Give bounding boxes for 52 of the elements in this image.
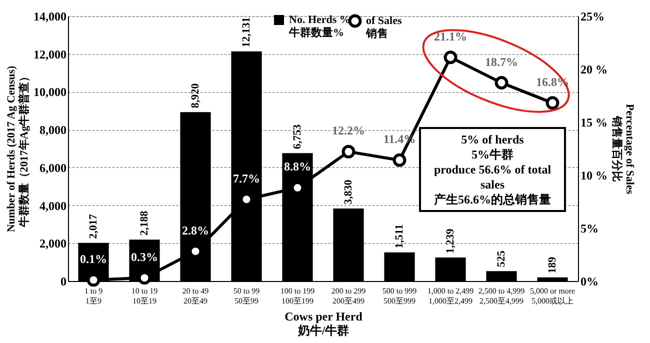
x-tick-label: 1,000 to 2,499 1,000至2,499	[427, 286, 474, 306]
y-tick-label: 12,000	[34, 47, 66, 62]
point	[342, 144, 356, 158]
y2-tick-label: 20 %	[580, 62, 608, 76]
y2-tick-label: 10 %	[580, 168, 608, 182]
data-label: 0.1%	[80, 252, 107, 266]
y2-tick-label: 5%	[580, 222, 598, 236]
x-tick-label: 200 to 299 200至499	[331, 286, 366, 306]
y-tick-label: 10,000	[34, 85, 66, 100]
data-label: 1,239	[444, 228, 456, 254]
x-axis-title: Cows per Herd 奶牛/牛群	[284, 310, 363, 338]
point	[392, 153, 406, 167]
data-label: 8.8%	[284, 160, 311, 174]
point	[546, 96, 560, 110]
data-label: 18.7%	[485, 54, 518, 69]
y-tick-label: 4,000	[40, 198, 66, 213]
data-label: 525	[496, 250, 508, 268]
legend-label: of Sales 销售	[365, 15, 402, 40]
x-tick-label: 500 to 999 500至999	[382, 286, 417, 306]
y2-tick-label: 15 %	[580, 116, 608, 130]
y-tick-label: 14,000	[34, 10, 66, 24]
y-tick-label: 6,000	[40, 160, 66, 175]
x-tick-label: 10 to 19 10至19	[131, 286, 158, 306]
y2-tick-label: 25%	[580, 10, 604, 24]
data-label: 2.8%	[182, 223, 209, 238]
data-label: 12.2%	[332, 124, 365, 138]
y-axis-title: Number of Herds (2017 Ag Census) 牛群数量（2017年Ag牛群普查）	[6, 66, 30, 232]
data-label: 3,830	[342, 179, 354, 205]
x-tick-label: 50 to 99 50至99	[233, 286, 260, 306]
y2-axis-title: Percentage of Sales 销售量百分比	[610, 104, 636, 195]
data-label: 7.7%	[233, 171, 260, 186]
y-tick-label: 0	[60, 274, 66, 288]
x-tick-label: 100 to 199 100至199	[280, 286, 315, 306]
data-label: 189	[546, 256, 558, 274]
data-label: 6,753	[292, 124, 304, 150]
data-label: 2,017	[88, 214, 100, 239]
y2-tick-label: 0%	[580, 274, 598, 288]
data-label: 2,188	[138, 210, 150, 236]
data-label: 1,511	[394, 224, 406, 248]
x-tick-label: 2,500 to 4,999 2,500至4,999	[478, 286, 525, 306]
data-label: 0.3%	[131, 250, 158, 264]
y-tick-label: 8,000	[40, 123, 66, 138]
y-tick-label: 2,000	[40, 236, 66, 251]
point	[494, 76, 508, 90]
data-label: 8,920	[190, 82, 202, 108]
data-label: 12,131	[240, 17, 252, 48]
x-tick-label: 5,000 or more 5,000或以上	[530, 286, 576, 306]
annotation: 5% of herds 5%牛群 produce 56.6% of total sales 产生56.6%的总销售量	[433, 132, 552, 206]
x-tick-label: 20 to 49 20至49	[182, 286, 209, 306]
x-tick-label: 1 to 9 1至9	[84, 286, 103, 306]
data-label: 21.1%	[434, 29, 467, 44]
point	[444, 50, 458, 64]
